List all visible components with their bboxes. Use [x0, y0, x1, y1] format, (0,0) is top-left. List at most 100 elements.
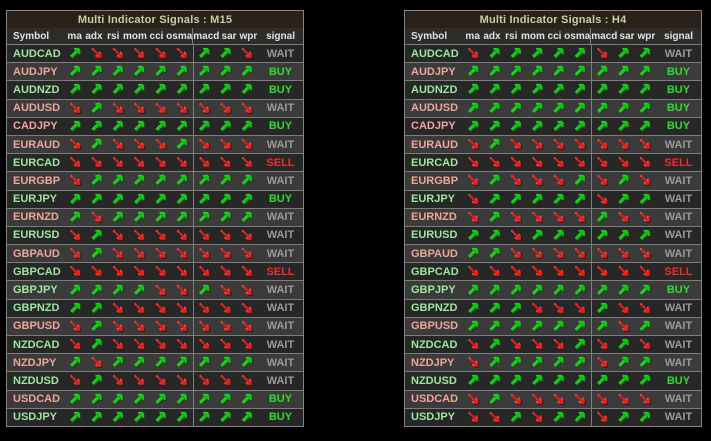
up-arrow-icon: ↗ — [198, 408, 211, 426]
up-arrow-icon: ↗ — [90, 390, 104, 408]
up-arrow-icon: ↗ — [154, 117, 168, 135]
indicator-cell-cci: ↘ — [150, 101, 171, 116]
indicator-cell-sar: ↘ — [215, 264, 236, 279]
indicator-cell-sar: ↗ — [613, 228, 634, 243]
down-arrow-icon: ↘ — [133, 299, 146, 317]
indicator-cell-wpr: ↘ — [635, 246, 656, 261]
indicator-cell-rsi: ↘ — [108, 137, 129, 152]
indicator-cell-ma: ↗ — [65, 82, 86, 97]
up-arrow-icon: ↗ — [639, 354, 652, 372]
signal-label: WAIT — [664, 320, 693, 333]
table-row-eurnzd: EURNZD ↘ ↗ ↘ ↘ ↘ ↘ ↗ ↘ ↘ WAIT — [405, 207, 701, 226]
indicator-cell-rsi: ↗ — [108, 210, 129, 225]
symbol-label: EURNZD — [411, 211, 457, 224]
indicator-cell-cci: ↘ — [150, 246, 171, 261]
down-arrow-icon: ↘ — [241, 299, 254, 317]
signal-label: SELL — [266, 156, 295, 169]
indicator-cell-wpr: ↗ — [635, 355, 656, 370]
indicator-cell-cci: ↗ — [150, 355, 171, 370]
down-arrow-icon: ↘ — [69, 372, 82, 390]
indicator-cell-rsi: ↘ — [108, 337, 129, 352]
indicator-cell-sar: ↗ — [613, 101, 634, 116]
indicator-cell-mom: ↗ — [129, 283, 150, 298]
up-arrow-icon: ↗ — [552, 408, 566, 426]
signal-label: WAIT — [266, 174, 295, 187]
symbol-label: GBPJPY — [411, 284, 456, 297]
down-arrow-icon: ↘ — [176, 245, 189, 263]
up-arrow-icon: ↗ — [154, 172, 168, 190]
indicator-cell-mom: ↘ — [129, 337, 150, 352]
down-arrow-icon: ↘ — [176, 99, 189, 117]
symbol-label: AUDCAD — [411, 47, 459, 60]
indicator-cell-wpr: ↗ — [635, 82, 656, 97]
up-arrow-icon: ↗ — [112, 81, 125, 99]
indicator-cell-macd: ↗ — [592, 210, 613, 225]
indicator-cell-macd: ↗ — [592, 82, 613, 97]
signal-label: WAIT — [664, 138, 693, 151]
indicator-cell-wpr: ↗ — [635, 228, 656, 243]
indicator-cell-macd: ↘ — [592, 337, 613, 352]
up-arrow-icon: ↗ — [574, 117, 587, 135]
table-row-audnzd: AUDNZD ↗ ↗ ↗ ↗ ↗ ↗ ↗ ↗ ↗ BUY — [405, 80, 701, 99]
up-arrow-icon: ↗ — [198, 208, 211, 226]
up-arrow-icon: ↗ — [198, 63, 211, 81]
indicator-cell-ma: ↘ — [463, 264, 484, 279]
indicator-cell-adx: ↗ — [484, 137, 505, 152]
column-header-osma: osma — [166, 28, 194, 44]
up-arrow-icon: ↗ — [510, 281, 523, 299]
up-arrow-icon: ↗ — [552, 372, 566, 390]
indicator-cell-mom: ↘ — [129, 246, 150, 261]
indicator-cell-mom: ↗ — [527, 355, 548, 370]
down-arrow-icon: ↘ — [133, 99, 146, 117]
up-arrow-icon: ↗ — [488, 63, 502, 81]
indicator-cell-macd: ↘ — [592, 137, 613, 152]
up-arrow-icon: ↗ — [574, 317, 587, 335]
indicator-cell-rsi: ↗ — [506, 64, 527, 79]
symbol-label: AUDNZD — [411, 83, 458, 96]
indicator-cell-sar: ↘ — [215, 137, 236, 152]
indicator-cell-cci: ↘ — [548, 301, 569, 316]
indicator-cell-macd: ↗ — [194, 64, 215, 79]
down-arrow-icon: ↘ — [241, 317, 254, 335]
indicator-cell-sar: ↗ — [613, 192, 634, 207]
down-arrow-icon: ↘ — [488, 154, 502, 172]
down-arrow-icon: ↘ — [241, 336, 254, 354]
indicator-cell-rsi: ↗ — [108, 192, 129, 207]
column-header-signal: signal — [266, 30, 295, 42]
up-arrow-icon: ↗ — [639, 281, 652, 299]
down-arrow-icon: ↘ — [552, 208, 566, 226]
indicator-cell-wpr: ↗ — [237, 392, 258, 407]
indicator-cell-ma: ↗ — [463, 82, 484, 97]
up-arrow-icon: ↗ — [112, 390, 125, 408]
down-arrow-icon: ↘ — [488, 408, 502, 426]
indicator-cell-wpr: ↘ — [635, 155, 656, 170]
indicator-cell-wpr: ↘ — [237, 264, 258, 279]
up-arrow-icon: ↗ — [112, 190, 125, 208]
symbol-label: EURJPY — [13, 193, 58, 206]
table-row-audusd: AUDUSD ↘ ↗ ↘ ↘ ↘ ↘ ↘ ↘ ↘ WAIT — [7, 98, 303, 117]
indicator-cell-mom: ↘ — [527, 410, 548, 425]
indicator-cell-macd: ↘ — [194, 155, 215, 170]
down-arrow-icon: ↘ — [133, 245, 146, 263]
down-arrow-icon: ↘ — [112, 299, 125, 317]
indicator-cell-wpr: ↘ — [237, 101, 258, 116]
down-arrow-icon: ↘ — [639, 245, 652, 263]
indicator-cell-ma: ↘ — [65, 319, 86, 334]
up-arrow-icon: ↗ — [617, 63, 631, 81]
up-arrow-icon: ↗ — [510, 317, 523, 335]
symbol-label: EURGBP — [13, 174, 61, 187]
indicator-cell-mom: ↗ — [129, 392, 150, 407]
down-arrow-icon: ↘ — [219, 99, 233, 117]
indicator-cell-cci: ↗ — [150, 119, 171, 134]
up-arrow-icon: ↗ — [467, 99, 480, 117]
down-arrow-icon: ↘ — [198, 336, 211, 354]
indicator-cell-rsi: ↘ — [506, 228, 527, 243]
up-arrow-icon: ↗ — [176, 408, 189, 426]
down-arrow-icon: ↘ — [510, 390, 523, 408]
indicator-cell-mom: ↘ — [129, 319, 150, 334]
indicator-cell-adx: ↘ — [484, 264, 505, 279]
signal-label: WAIT — [266, 338, 295, 351]
indicator-cell-rsi: ↘ — [506, 392, 527, 407]
indicator-cell-sar: ↘ — [613, 319, 634, 334]
indicator-cell-wpr: ↘ — [237, 373, 258, 388]
